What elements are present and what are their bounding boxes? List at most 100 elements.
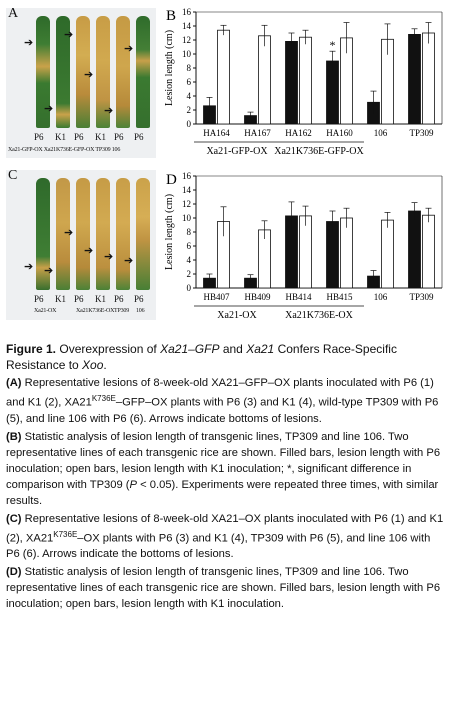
arrow-icon: ➔ (64, 227, 74, 239)
caption-c-text: Representative lesions of 8-week-old XA2… (6, 512, 444, 545)
bar-k1 (340, 217, 353, 289)
arrow-icon: ➔ (124, 43, 134, 55)
leaf-c2 (56, 178, 70, 290)
panel-tag: B (166, 8, 176, 24)
leaf-c5 (116, 178, 130, 290)
arrow-icon: ➔ (24, 261, 34, 273)
caption-b-text: < 0.05). Experiments were repeated three… (6, 478, 439, 507)
y-tick-label: 10 (182, 49, 192, 59)
y-tick-label: 12 (182, 35, 191, 45)
panel-c-group-label: Xa21-OX (34, 308, 57, 314)
leaf-c3 (76, 178, 90, 290)
y-tick-label: 0 (187, 119, 192, 129)
y-tick-label: 16 (182, 7, 192, 17)
caption-d: (D) Statistic analysis of lesion length … (6, 564, 446, 612)
bar-k1 (299, 36, 312, 125)
panel-c-photo: C ➔ ➔ ➔ ➔ ➔ ➔ P6 K1 P6 K1 P6 P6 Xa21-OX … (6, 168, 156, 320)
category-label: HA162 (285, 128, 312, 138)
leaf-label: P6 (134, 294, 144, 304)
arrow-icon: ➔ (104, 251, 114, 263)
leaf-label: P6 (114, 294, 124, 304)
chart-d-svg: D 0 2 4 6 8 10 12 14 16 Lesion length (cm) HB407 HB4… (164, 171, 443, 321)
y-tick-label: 0 (187, 283, 192, 293)
figure-title-text: Overexpression of (59, 342, 157, 356)
leaf-label: K1 (55, 132, 66, 142)
leaf-c6 (136, 178, 150, 290)
panel-a-caption: Xa21-GFP-OX Xa21K736E-GFP-OX TP309 106 (8, 147, 121, 153)
figure-caption: Figure 1. Overexpression of Xa21–GFP and… (6, 341, 446, 614)
leaf-a6 (136, 16, 150, 128)
leaf-label: K1 (95, 294, 106, 304)
y-tick-label: 12 (182, 199, 191, 209)
panel-a-photo: A ➔ ➔ ➔ ➔ ➔ ➔ P6 K1 P6 K1 P6 P6 Xa21-GFP… (6, 6, 156, 158)
y-tick-label: 6 (187, 77, 192, 87)
panel-b-chart: B 0 2 4 6 8 10 12 14 16 Lesion length (cm) HA164 HA1… (160, 4, 450, 164)
significance-star: * (330, 38, 336, 52)
caption-b-label: (B) (6, 430, 22, 443)
category-label: HA160 (326, 128, 353, 138)
arrow-icon: ➔ (84, 245, 94, 257)
chart-b-svg: B 0 2 4 6 8 10 12 14 16 Lesion length (cm) HA164 HA1… (164, 7, 443, 157)
y-tick-label: 2 (187, 269, 192, 279)
y-axis-label: Lesion length (cm) (164, 30, 175, 106)
arrow-icon: ➔ (44, 265, 54, 277)
caption-a: (A) Representative lesions of 8-week-old… (6, 375, 446, 427)
arrow-icon: ➔ (84, 69, 94, 81)
bar-k1 (422, 32, 435, 125)
caption-d-text: Statistic analysis of lesion length of t… (6, 566, 441, 611)
caption-d-label: (D) (6, 566, 22, 579)
panel-a-tag: A (8, 6, 19, 21)
caption-c-label: (C) (6, 512, 22, 525)
panel-c-group-label: TP309 (114, 308, 130, 314)
leaf-a1 (36, 16, 50, 128)
leaf-a3 (76, 16, 90, 128)
group-label: Xa21-GFP-OX (206, 146, 268, 157)
leaf-a5 (116, 16, 130, 128)
group-label: Xa21K736E-GFP-OX (274, 146, 364, 157)
gene-name: Xa21 (246, 342, 275, 356)
panel-c-group-label: 106 (136, 308, 145, 314)
caption-a-sup: K736E (91, 394, 116, 403)
bar-p6 (408, 33, 421, 125)
leaf-label: K1 (95, 132, 106, 142)
figure-title-text: Confers Race-Specific Resistance to (6, 342, 397, 372)
arrow-icon: ➔ (104, 105, 114, 117)
category-label: TP309 (409, 292, 434, 302)
leaf-label: K1 (55, 294, 66, 304)
category-label: 106 (374, 292, 388, 302)
y-tick-label: 8 (187, 63, 192, 73)
leaf-label: P6 (34, 294, 44, 304)
category-label: TP309 (409, 128, 434, 138)
y-tick-label: 14 (182, 185, 192, 195)
leaf-c4 (96, 178, 110, 290)
arrow-icon: ➔ (64, 29, 74, 41)
leaf-a2 (56, 16, 70, 128)
bar-k1 (217, 29, 230, 125)
leaf-a4 (96, 16, 110, 128)
panel-c-tag: C (8, 168, 18, 183)
y-tick-label: 6 (187, 241, 192, 251)
leaf-label: P6 (134, 132, 144, 142)
bar-k1 (299, 215, 312, 289)
category-label: HB415 (326, 292, 353, 302)
arrow-icon: ➔ (44, 103, 54, 115)
panel-d-chart: D 0 2 4 6 8 10 12 14 16 Lesion length (cm) HB407 HB4… (160, 168, 450, 328)
leaf-label: P6 (114, 132, 124, 142)
figure-title-end: . (103, 358, 107, 372)
pathogen-name: Xoo (82, 358, 104, 372)
category-label: HB409 (244, 292, 271, 302)
caption-a-text: Representative lesions of 8-week-old XA2… (6, 377, 434, 409)
figure-title-text: and (222, 342, 243, 356)
leaf-label: P6 (74, 294, 84, 304)
caption-a-label: (A) (6, 377, 22, 389)
figure-label: Figure 1. (6, 342, 57, 356)
panel-c-group-label: Xa21K736E-OX (76, 308, 115, 314)
y-tick-label: 10 (182, 213, 192, 223)
bar-p6 (408, 210, 421, 289)
leaf-label: P6 (74, 132, 84, 142)
y-tick-label: 8 (187, 227, 192, 237)
caption-b: (B) Statistic analysis of lesion length … (6, 429, 446, 509)
category-label: 106 (374, 128, 388, 138)
bar-p6 (285, 41, 298, 125)
bar-k1 (258, 35, 271, 125)
